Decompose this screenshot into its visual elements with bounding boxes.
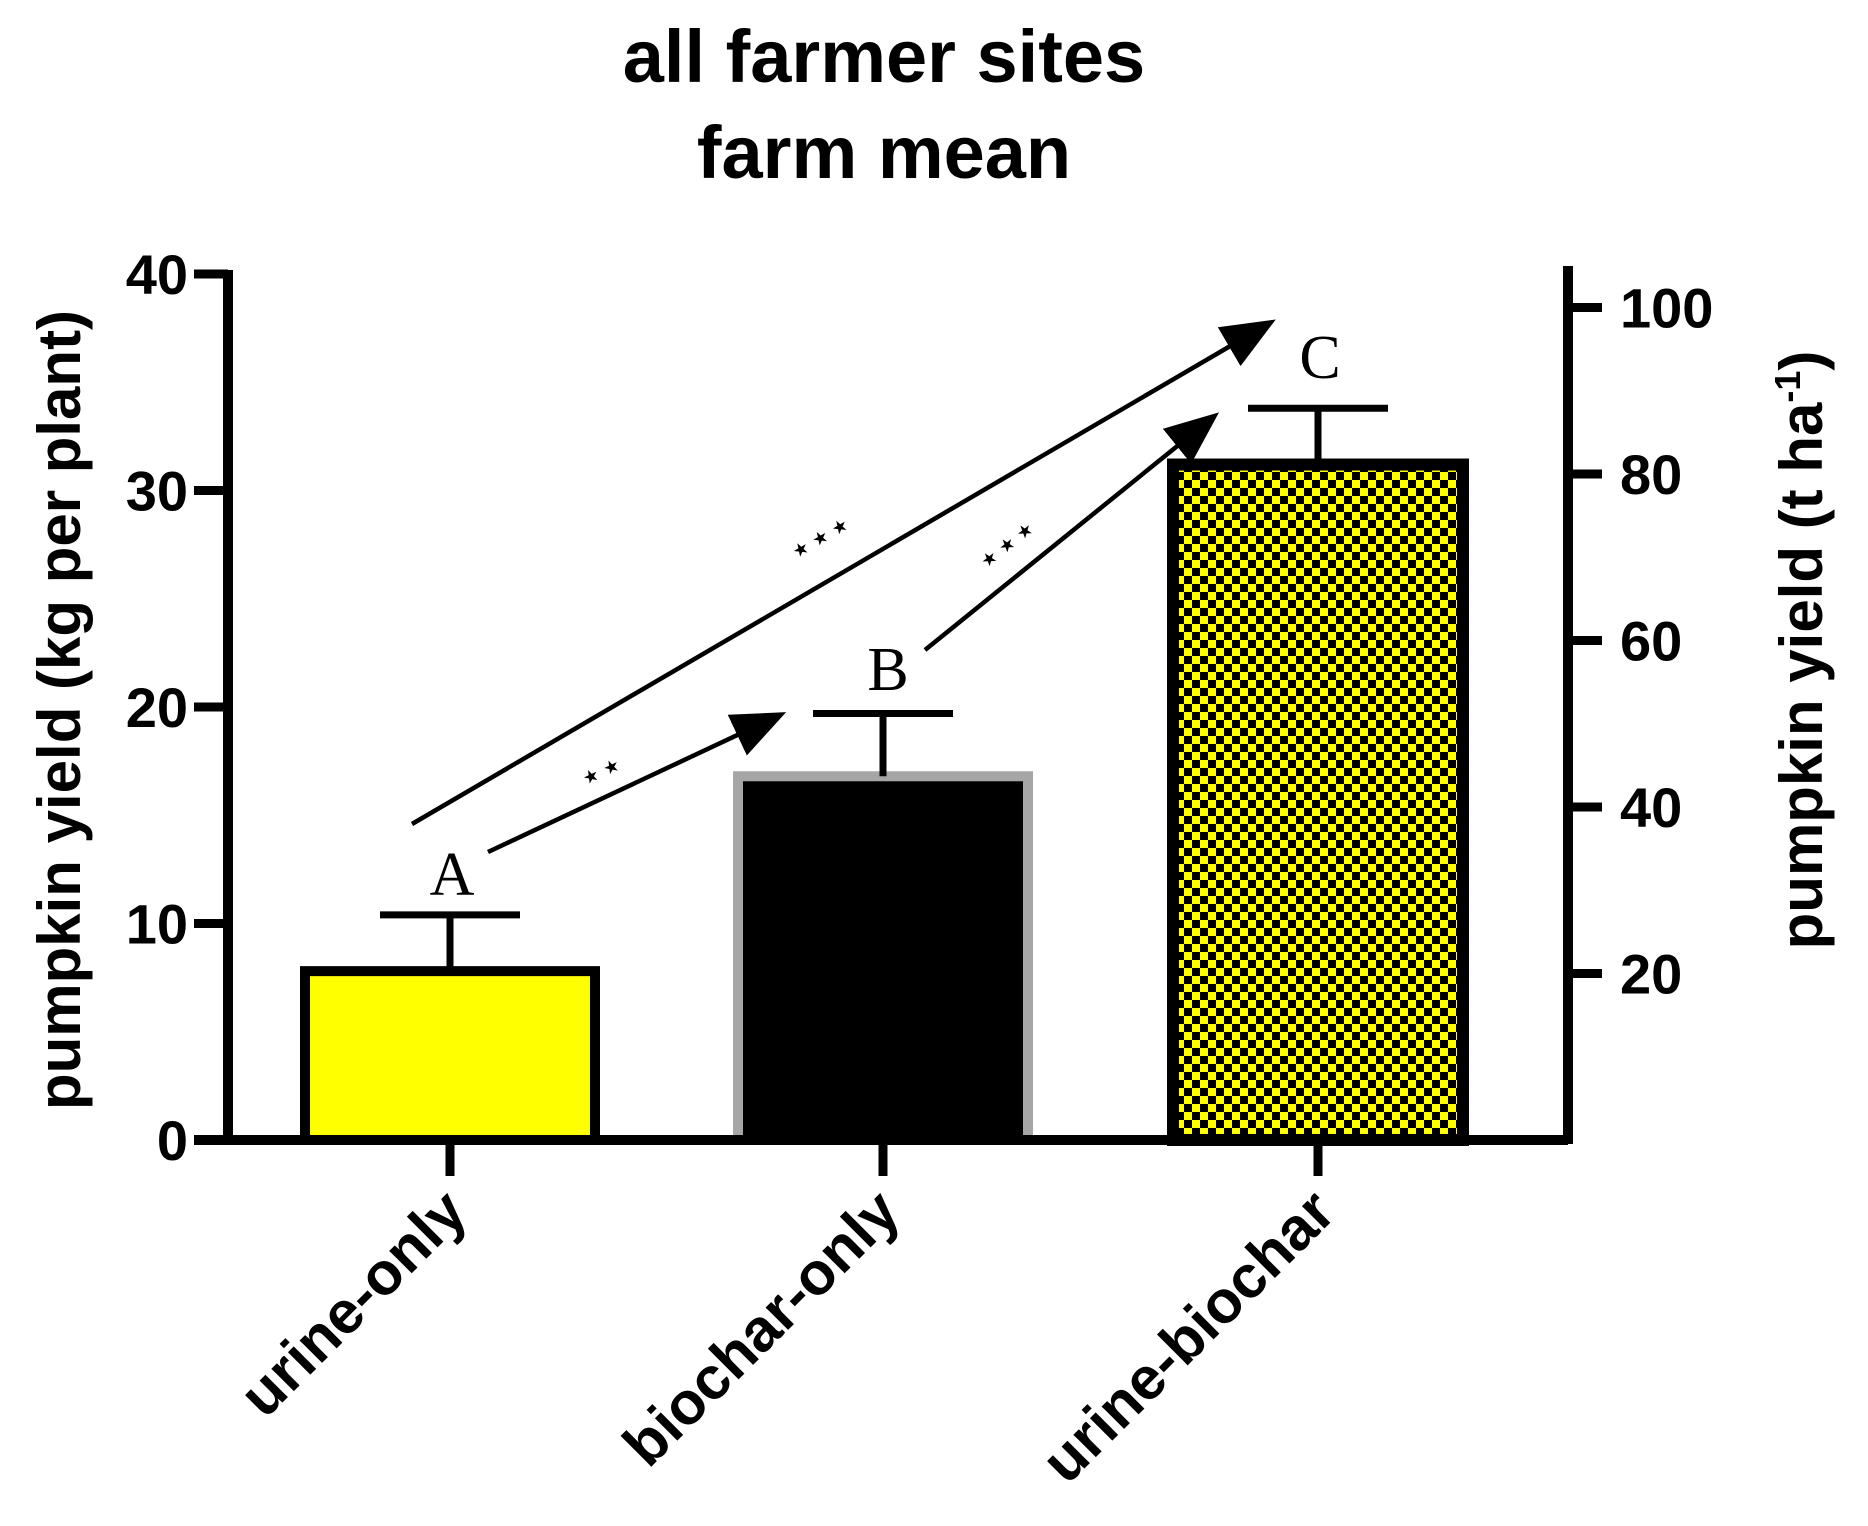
y-tick-label-left-30: 30	[126, 460, 188, 523]
x-tick-label-urine-only: urine-only	[227, 1176, 480, 1429]
significance-arrow-biochar-only-to-urine-biochar	[923, 412, 1219, 652]
y-tick-label-left-10: 10	[126, 893, 188, 956]
significance-arrow-urine-only-to-urine-biochar	[410, 319, 1276, 826]
chart-title-line-1: all farmer sites	[623, 15, 1145, 98]
significance-arrow-urine-only-to-biochar-only	[487, 712, 787, 855]
y-tick-label-right-80: 80	[1620, 443, 1682, 506]
bar-biochar-only	[733, 771, 1033, 1146]
significance-label-biochar-only-to-urine-biochar: ⋆⋆⋆	[968, 508, 1047, 582]
y-axis-right-title-sup: -1	[1767, 371, 1808, 403]
y-tick-label-right-60: 60	[1620, 610, 1682, 673]
significance-label-urine-only-to-urine-biochar: ⋆⋆⋆	[781, 503, 860, 572]
y-tick-label-right-20: 20	[1620, 943, 1682, 1006]
y-tick-label-right-40: 40	[1620, 776, 1682, 839]
group-letter-C: C	[1299, 324, 1340, 392]
group-letter-A: A	[430, 841, 475, 909]
chart-title-line-2: farm mean	[697, 111, 1071, 194]
y-axis-right-title-text: pumpkin yield (t ha	[1768, 402, 1835, 949]
bar-urine-only	[300, 966, 600, 1145]
y-axis-left-title: pumpkin yield (kg per plant)	[26, 310, 93, 1110]
bar-urine-biochar	[1167, 458, 1469, 1146]
group-letter-B: B	[867, 636, 908, 704]
y-tick-label-left-40: 40	[126, 243, 188, 306]
y-tick-label-left-0: 0	[157, 1109, 188, 1172]
y-tick-label-left-20: 20	[126, 676, 188, 739]
x-tick-label-biochar-only: biochar-only	[610, 1176, 912, 1478]
y-axis-right-title: pumpkin yield (t ha-1)	[1767, 351, 1835, 950]
y-tick-label-right-100: 100	[1620, 277, 1713, 340]
y-axis-right-title-close: )	[1768, 351, 1835, 371]
x-tick-label-urine-biochar: urine-biochar	[1029, 1177, 1347, 1495]
